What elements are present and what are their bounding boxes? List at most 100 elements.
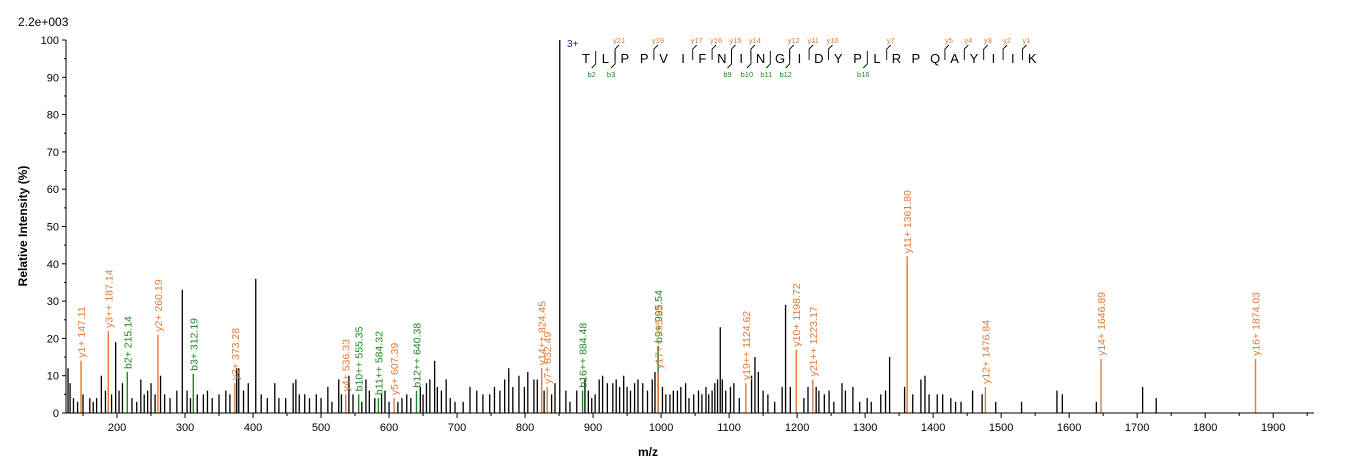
x-tick-label: 700 [448,422,466,434]
x-tick-label: 1400 [921,422,945,434]
b-fragment-label: b12 [779,70,792,79]
peak-annotation-label: y4+ 536.33 [341,339,353,391]
sequence-residue: N [717,51,726,66]
sequence-residue: P [911,51,920,66]
x-tick-label: 1500 [989,422,1013,434]
y-tick-label: 100 [41,35,59,47]
sequence-residue: P [640,51,649,66]
y-fragment-label: y10 [826,36,838,45]
peak-annotation-label: y14+ 1646.89 [1096,292,1108,356]
sequence-residue: A [950,51,959,66]
sequence-residue: L [602,51,609,66]
sequence-residue: I [1011,51,1015,66]
y-tick-label: 10 [47,371,59,383]
y-fragment-label: y2 [1003,36,1011,45]
y-fragment-bracket [886,44,892,60]
y-fragment-label: y14 [749,36,761,45]
y-fragment-bracket [692,44,698,60]
peak-annotation-label: b9+ 995.54 [653,290,665,343]
x-tick-label: 1800 [1193,422,1217,434]
y-fragment-label: y3 [984,36,992,45]
y-fragment-bracket [1022,44,1027,60]
b-fragment-bracket [727,51,732,69]
y-fragment-label: y19 [652,36,664,45]
y-fragment-bracket [828,44,833,60]
y-fragment-bracket [983,44,989,60]
peak-annotation-label: b12++ 640.38 [412,323,424,388]
x-tick-label: 400 [244,422,262,434]
sequence-residue: Y [970,51,979,66]
y-fragment-label: y7 [887,36,895,45]
peak-annotation-label: y5+ 607.39 [389,343,401,395]
peak-annotation-label: y1+ 147.11 [76,306,88,358]
peak-annotation-label: b2+ 215.14 [122,316,134,369]
x-tick-label: 1100 [717,422,741,434]
y-fragment-label: y12 [788,36,800,45]
b-fragment-bracket [765,51,771,69]
x-axis-ticks: 200 300 400 500 600 700 800 900 1000 1100 1200 1300… [82,413,1308,434]
y-fragment-bracket [1002,44,1008,60]
sequence-residue: Q [930,51,940,66]
sequence-residue: Y [834,51,843,66]
sequence-residue: R [892,51,901,66]
y-fragment-label: y15 [729,36,741,45]
peak-annotation-label: y12+ 1476.84 [980,320,992,384]
x-tick-label: 800 [516,422,534,434]
sequence-residue: I [681,51,685,66]
x-tick-label: 200 [108,422,126,434]
sequence-residue: I [739,51,743,66]
x-tick-label: 1200 [785,422,809,434]
y-fragment-label: y17 [691,36,703,45]
b-fragment-bracket [610,51,616,69]
peak-annotation-label: y19++ 1124.62 [741,311,753,380]
y-tick-label: 40 [47,259,59,271]
y-tick-label: 70 [47,147,59,159]
intensity-scale-label: 2.2e+003 [18,15,69,29]
peak-annotation-label: y3+ 373.28 [230,328,242,380]
sequence-residue: T [582,51,590,66]
peak-annotation-label: b11++ 584.32 [373,331,385,395]
b-fragment-label: b11 [760,70,772,79]
x-tick-label: 600 [380,422,398,434]
y-tick-label: 90 [47,72,59,84]
sequence-residue: L [873,51,880,66]
annotated-peaks-layer: y1+ 147.11 y3++ 187.14 b2+ 215.14 y2+ 260.1… [76,190,1263,413]
y-fragment-label: y5 [945,36,953,45]
sequence-residue: D [814,51,823,66]
y-tick-label: 60 [47,184,59,196]
b-fragment-label: b16 [857,70,870,79]
b-fragment-bracket [746,51,752,69]
peaks-layer [67,40,1157,413]
y-fragment-bracket [614,44,620,60]
y-tick-label: 20 [47,333,59,345]
y-fragment-bracket [963,44,969,60]
y-tick-label: 30 [47,296,59,308]
peak-annotation-label: b10++ 555.35 [354,326,366,391]
b-fragment-label: b10 [741,70,754,79]
y-fragment-bracket [789,44,795,60]
sequence-residue: G [775,51,785,66]
y-tick-label: 80 [47,110,59,122]
sequence-residue: F [698,51,706,66]
y-tick-label: 0 [53,408,59,420]
y-fragment-label: y16 [710,36,722,45]
b-fragment-bracket [785,51,791,69]
charge-state-label: 3+ [567,39,579,50]
x-tick-label: 1600 [1057,422,1081,434]
x-tick-label: 500 [312,422,330,434]
peak-annotation-label: y21++ 1223.17 [808,306,820,376]
y-axis-title: Relative Intensity (%) [16,166,30,287]
x-tick-label: 1900 [1261,422,1285,434]
b-fragment-label: b2 [588,70,596,79]
peak-annotation-label: y16+ 1874.03 [1251,292,1263,356]
sequence-residue: I [798,51,802,66]
y-fragment-bracket [808,44,814,60]
peak-annotation-label: y11+ 1361.80 [902,190,914,253]
sequence-residue: K [1028,51,1037,66]
x-tick-label: 1000 [649,422,673,434]
x-axis-title: m/z [638,445,658,459]
y-fragment-label: y1 [1023,36,1031,45]
b-fragment-bracket [591,51,597,69]
